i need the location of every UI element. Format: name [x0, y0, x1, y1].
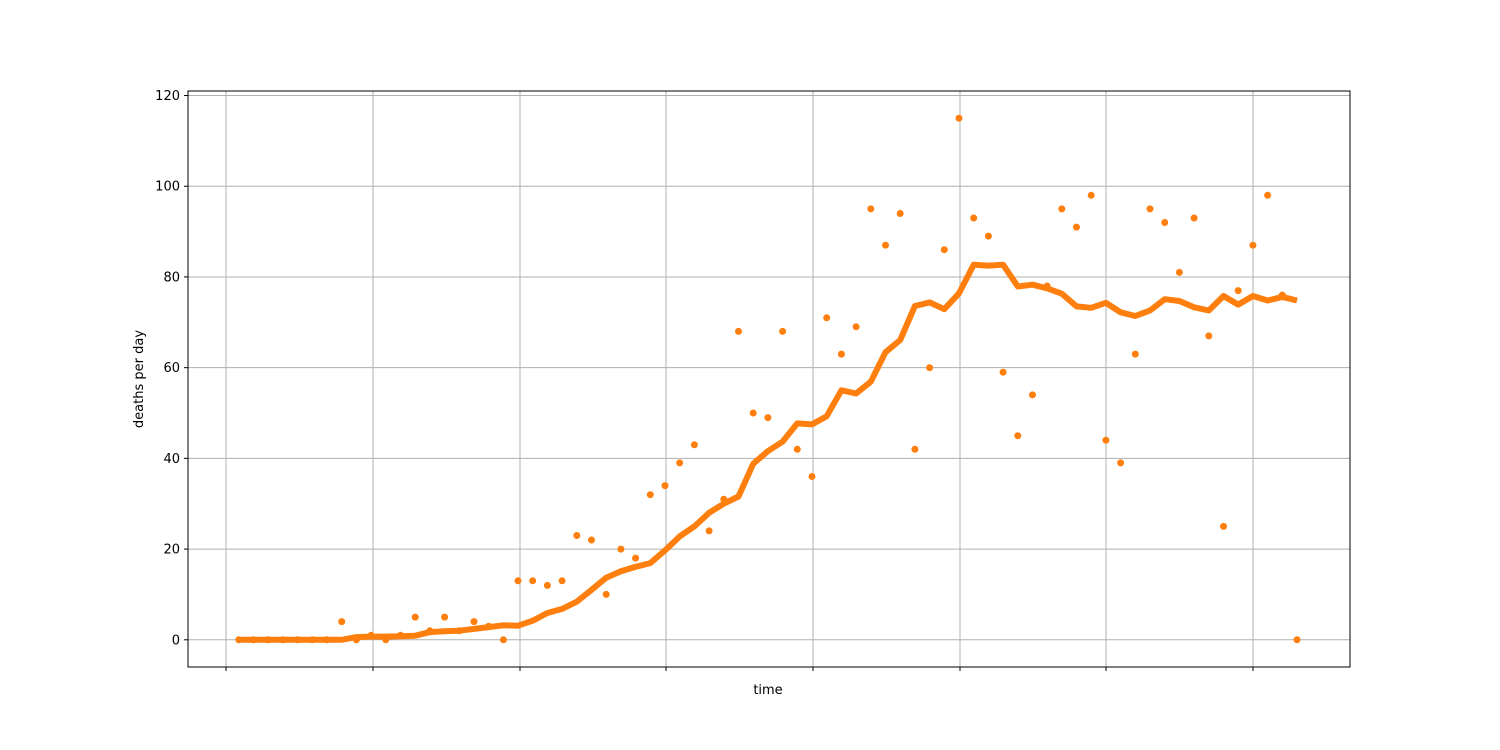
data-point	[676, 459, 684, 467]
data-point	[955, 114, 963, 122]
data-point	[470, 618, 478, 626]
y-tick-label: 40	[163, 452, 180, 467]
x-axis-ticks	[225, 667, 1254, 671]
data-point	[1264, 191, 1272, 199]
data-point	[1029, 391, 1036, 399]
data-point	[250, 636, 257, 644]
data-point	[1043, 282, 1051, 290]
data-point	[926, 364, 934, 372]
data-point	[397, 631, 404, 639]
data-point	[367, 631, 375, 639]
data-point	[1146, 205, 1154, 213]
data-point	[852, 323, 860, 331]
data-point	[1278, 291, 1286, 299]
data-point	[573, 532, 581, 539]
data-point	[279, 636, 287, 644]
plot-frame	[187, 90, 1351, 668]
data-point	[235, 636, 243, 644]
data-point	[1220, 522, 1227, 530]
data-point	[793, 445, 801, 453]
data-point	[426, 627, 434, 635]
data-point	[867, 205, 875, 213]
data-point	[1117, 459, 1125, 467]
data-point	[382, 636, 390, 644]
y-tick-label: 120	[155, 89, 180, 104]
data-point	[294, 636, 302, 644]
line-series	[238, 261, 1298, 643]
data-point	[455, 627, 463, 635]
data-point	[690, 441, 698, 449]
data-point	[749, 409, 757, 417]
data-point	[896, 210, 904, 217]
data-point	[338, 618, 346, 626]
data-point	[940, 246, 948, 254]
data-point	[1087, 191, 1095, 199]
data-point	[911, 445, 919, 453]
y-tick-label: 0	[172, 633, 180, 648]
data-point	[823, 314, 831, 322]
data-point	[646, 491, 654, 499]
data-point	[1293, 636, 1301, 644]
data-point	[499, 636, 507, 644]
data-point	[617, 545, 625, 553]
data-point	[970, 214, 978, 222]
data-point	[529, 577, 537, 585]
average-line	[238, 261, 1298, 643]
data-point	[1175, 268, 1183, 276]
data-point	[1131, 350, 1139, 358]
data-point	[1249, 241, 1257, 249]
y-axis-ticks: 0 20 40 60 80 100 120	[155, 89, 188, 648]
data-point	[588, 536, 595, 544]
y-axis-label: deaths per day	[132, 330, 147, 428]
data-point	[999, 368, 1007, 376]
data-point	[352, 636, 360, 644]
data-point	[308, 636, 316, 644]
data-point	[485, 622, 493, 630]
data-point	[323, 636, 331, 644]
data-point	[632, 554, 640, 562]
data-point	[808, 473, 816, 480]
scatter-series	[235, 114, 1301, 644]
data-point	[411, 613, 419, 621]
y-tick-label: 100	[155, 180, 180, 195]
data-point	[1058, 205, 1066, 213]
data-point	[514, 577, 522, 585]
data-point	[1205, 332, 1213, 340]
data-point	[882, 241, 889, 249]
y-tick-label: 80	[163, 270, 180, 285]
grid-lines	[188, 91, 1350, 667]
data-point	[441, 613, 449, 621]
data-point	[1073, 223, 1080, 231]
data-point	[984, 232, 992, 240]
y-tick-label: 60	[163, 361, 180, 376]
data-point	[1190, 214, 1198, 222]
data-point	[705, 527, 713, 535]
data-point	[602, 590, 610, 598]
data-point	[1161, 219, 1169, 226]
data-point	[558, 577, 566, 585]
data-point	[1102, 436, 1110, 444]
data-point	[837, 350, 845, 358]
x-axis-label: time	[753, 683, 782, 698]
data-point	[1014, 432, 1022, 440]
y-tick-label: 20	[163, 543, 180, 558]
data-point	[661, 482, 669, 490]
data-point	[735, 327, 742, 335]
data-point	[543, 581, 551, 589]
data-point	[1234, 287, 1242, 295]
data-point	[264, 636, 272, 644]
data-point	[720, 495, 728, 503]
data-point	[764, 414, 772, 422]
data-point	[779, 327, 787, 335]
